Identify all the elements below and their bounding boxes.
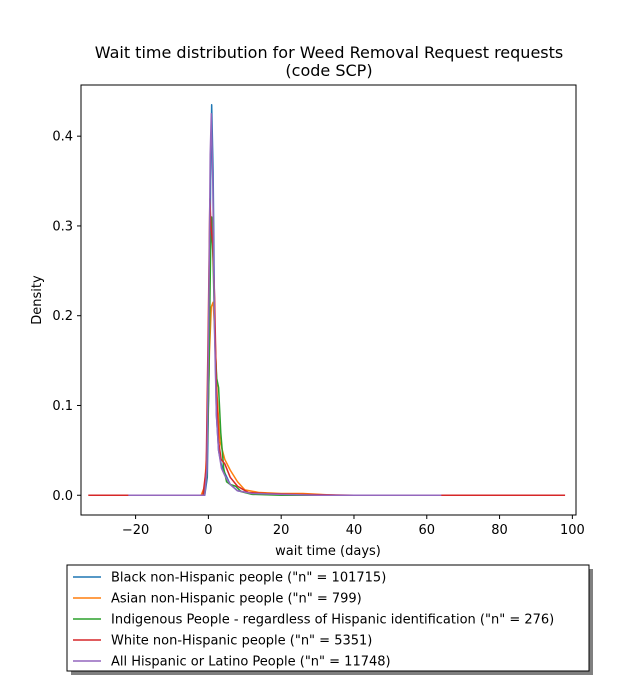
plot-background	[81, 85, 576, 515]
series-layer	[88, 104, 566, 496]
series-line-5	[128, 112, 442, 496]
x-tick-label: 80	[491, 523, 508, 538]
legend-label: All Hispanic or Latino People ("n" = 117…	[111, 655, 391, 670]
y-tick-label: 0.1	[52, 399, 73, 414]
y-tick-label: 0.4	[52, 130, 73, 145]
plot-area	[80, 84, 577, 516]
y-axis-ticks: 0.0 0.1 0.2 0.3 0.4	[52, 130, 81, 504]
x-tick-label: 40	[346, 523, 363, 538]
x-axis-ticks: −20 0 20 40 60 80 100	[122, 515, 585, 538]
x-tick-label: −20	[122, 523, 149, 538]
legend-items: Black non-Hispanic people ("n" = 101715)…	[73, 571, 554, 670]
y-tick-label: 0.2	[52, 309, 73, 324]
legend: Black non-Hispanic people ("n" = 101715)…	[66, 564, 593, 675]
x-tick-label: 20	[273, 523, 290, 538]
x-tick-label: 0	[204, 523, 212, 538]
y-axis-label: Density	[30, 275, 45, 325]
x-tick-label: 60	[418, 523, 435, 538]
y-tick-label: 0.0	[52, 489, 73, 504]
legend-label: Asian non-Hispanic people ("n" = 799)	[111, 592, 362, 607]
chart-title-line2: (code SCP)	[285, 61, 372, 80]
x-tick-label: 100	[560, 523, 585, 538]
legend-box	[66, 564, 590, 672]
chart-title-line1: Wait time distribution for Weed Removal …	[95, 43, 563, 62]
legend-label: White non-Hispanic people ("n" = 5351)	[111, 634, 372, 649]
legend-label: Indigenous People - regardless of Hispan…	[111, 613, 554, 628]
x-axis-label: wait time (days)	[275, 544, 381, 559]
legend-label: Black non-Hispanic people ("n" = 101715)	[111, 571, 386, 586]
y-tick-label: 0.3	[52, 219, 73, 234]
plot-frame	[80, 84, 577, 516]
